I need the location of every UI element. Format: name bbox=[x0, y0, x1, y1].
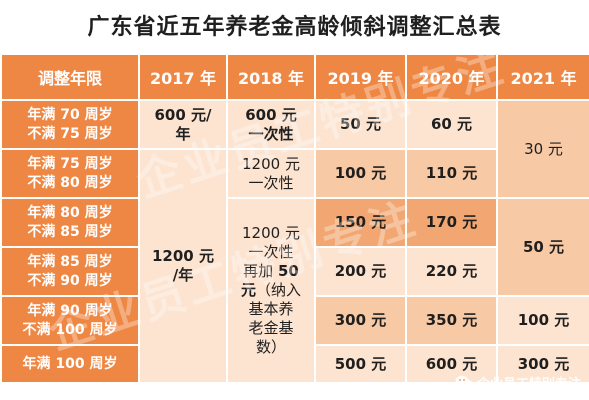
header-row: 调整年限 2017 年 2018 年 2019 年 2020 年 2021 年 bbox=[0, 53, 589, 101]
age-range-cell: 年满 75 周岁 不满 80 周岁 bbox=[0, 148, 140, 199]
cell-2018-group2-line2: 一次性 bbox=[248, 173, 294, 192]
cell-2018-group3-line4-text: （纳入 bbox=[256, 281, 302, 299]
cell-2017-group2: 1200 元 /年 bbox=[138, 148, 228, 384]
cell-2018-group3: 1200 元 一次性 再加 50 元（纳入 基本养 老金基 数） bbox=[226, 197, 316, 384]
cell-2019: 50 元 bbox=[314, 99, 407, 150]
wechat-logo: 企业员工特别专注 bbox=[455, 373, 581, 392]
cell-2018-group1: 600 元 一次性 bbox=[226, 99, 316, 150]
cell-2018-group1-line2: 一次性 bbox=[248, 124, 294, 143]
cell-2017-group1-line2: 年 bbox=[175, 124, 191, 143]
cell-2017-group2-line1: 1200 元 bbox=[152, 247, 214, 265]
cell-2020: 110 元 bbox=[405, 148, 498, 199]
cell-2018-group2: 1200 元 一次性 bbox=[226, 148, 316, 199]
cell-2020: 350 元 bbox=[405, 295, 498, 346]
cell-2018-group3-line1: 1200 元 bbox=[242, 224, 300, 242]
cell-2019: 500 元 bbox=[314, 344, 407, 384]
cell-2017-group1: 600 元/ 年 bbox=[138, 99, 228, 150]
table-row: 年满 90 周岁 不满 100 周岁 300 元 350 元 100 元 bbox=[0, 295, 589, 346]
cell-2017-group2-line2: /年 bbox=[172, 266, 194, 284]
cell-2021-group1: 30 元 bbox=[496, 99, 589, 199]
cell-2019: 300 元 bbox=[314, 295, 407, 346]
age-line-1: 年满 80 周岁 bbox=[27, 204, 113, 221]
cell-2021-row6: 300 元 bbox=[496, 344, 589, 384]
table-row: 年满 70 周岁 不满 75 周岁 600 元/ 年 600 元 一次性 50 … bbox=[0, 99, 589, 199]
table-row: 年满 85 周岁 不满 90 周岁 200 元 220 元 bbox=[0, 246, 589, 297]
age-line-1: 年满 90 周岁 bbox=[27, 302, 113, 319]
cell-2018-group3-line3-amount: 50 bbox=[277, 262, 299, 280]
cell-2018-group3-line4-unit: 元 bbox=[240, 281, 256, 299]
age-line-2: 不满 80 周岁 bbox=[27, 174, 113, 191]
cell-2020: 170 元 bbox=[405, 197, 498, 248]
header-year-2020: 2020 年 bbox=[405, 53, 498, 101]
table-row: 年满 75 周岁 不满 80 周岁 1200 元 /年 1200 元 一次性 1… bbox=[0, 148, 589, 384]
age-line-1: 年满 100 周岁 bbox=[22, 355, 118, 372]
table-row: 年满 100 周岁 500 元 600 元 300 元 bbox=[0, 344, 589, 384]
wechat-icon bbox=[455, 375, 473, 389]
header-year-2017: 2017 年 bbox=[138, 53, 228, 101]
page-title: 广东省近五年养老金高龄倾斜调整汇总表 bbox=[87, 15, 502, 40]
cell-2020: 600 元 bbox=[405, 344, 498, 384]
cell-2018-group3-line3-text: 再加 bbox=[243, 262, 278, 280]
logo-text: 企业员工特别专注 bbox=[476, 377, 581, 392]
age-range-cell: 年满 70 周岁 不满 75 周岁 bbox=[0, 99, 140, 150]
cell-2020: 60 元 bbox=[405, 99, 498, 150]
age-line-2: 不满 75 周岁 bbox=[27, 125, 113, 142]
cell-2018-group3-line2: 一次性 bbox=[248, 243, 294, 261]
cell-2021-group2: 50 元 bbox=[496, 197, 589, 297]
cell-2021-row5: 100 元 bbox=[496, 295, 589, 346]
age-range-cell: 年满 100 周岁 bbox=[0, 344, 140, 384]
age-line-1: 年满 75 周岁 bbox=[27, 155, 113, 172]
cell-2018-group3-line7: 数） bbox=[255, 338, 286, 356]
age-line-1: 年满 85 周岁 bbox=[27, 253, 113, 270]
age-line-2: 不满 100 周岁 bbox=[22, 321, 118, 338]
cell-2018-group3-line5: 基本养 bbox=[248, 300, 294, 318]
cell-2019: 150 元 bbox=[314, 197, 407, 248]
age-line-2: 不满 85 周岁 bbox=[27, 223, 113, 240]
table-row: 年满 80 周岁 不满 85 周岁 1200 元 一次性 再加 50 元（纳入 … bbox=[0, 197, 589, 384]
cell-2018-group1-line1: 600 元 bbox=[245, 105, 297, 124]
header-year-2019: 2019 年 bbox=[314, 53, 407, 101]
cell-2020: 220 元 bbox=[405, 246, 498, 297]
age-range-cell: 年满 85 周岁 不满 90 周岁 bbox=[0, 246, 140, 297]
age-range-cell: 年满 90 周岁 不满 100 周岁 bbox=[0, 295, 140, 346]
cell-2018-group2-line1: 1200 元 bbox=[242, 154, 300, 173]
age-line-2: 不满 90 周岁 bbox=[27, 272, 113, 289]
header-year-2018: 2018 年 bbox=[226, 53, 316, 101]
cell-2018-group3-line3: 再加 50 bbox=[228, 262, 314, 281]
header-year-2021: 2021 年 bbox=[496, 53, 589, 101]
cell-2018-group3-line6: 老金基 bbox=[248, 319, 294, 337]
age-range-cell: 年满 80 周岁 不满 85 周岁 bbox=[0, 197, 140, 248]
header-age-column: 调整年限 bbox=[0, 53, 140, 101]
cell-2017-group1-line1: 600 元/ bbox=[154, 105, 212, 124]
cell-2019: 200 元 bbox=[314, 246, 407, 297]
adjustment-table: 调整年限 2017 年 2018 年 2019 年 2020 年 2021 年 … bbox=[0, 53, 589, 384]
cell-2018-group3-line4: 元（纳入 bbox=[228, 281, 314, 300]
age-line-1: 年满 70 周岁 bbox=[27, 106, 113, 123]
cell-2019: 100 元 bbox=[314, 148, 407, 199]
